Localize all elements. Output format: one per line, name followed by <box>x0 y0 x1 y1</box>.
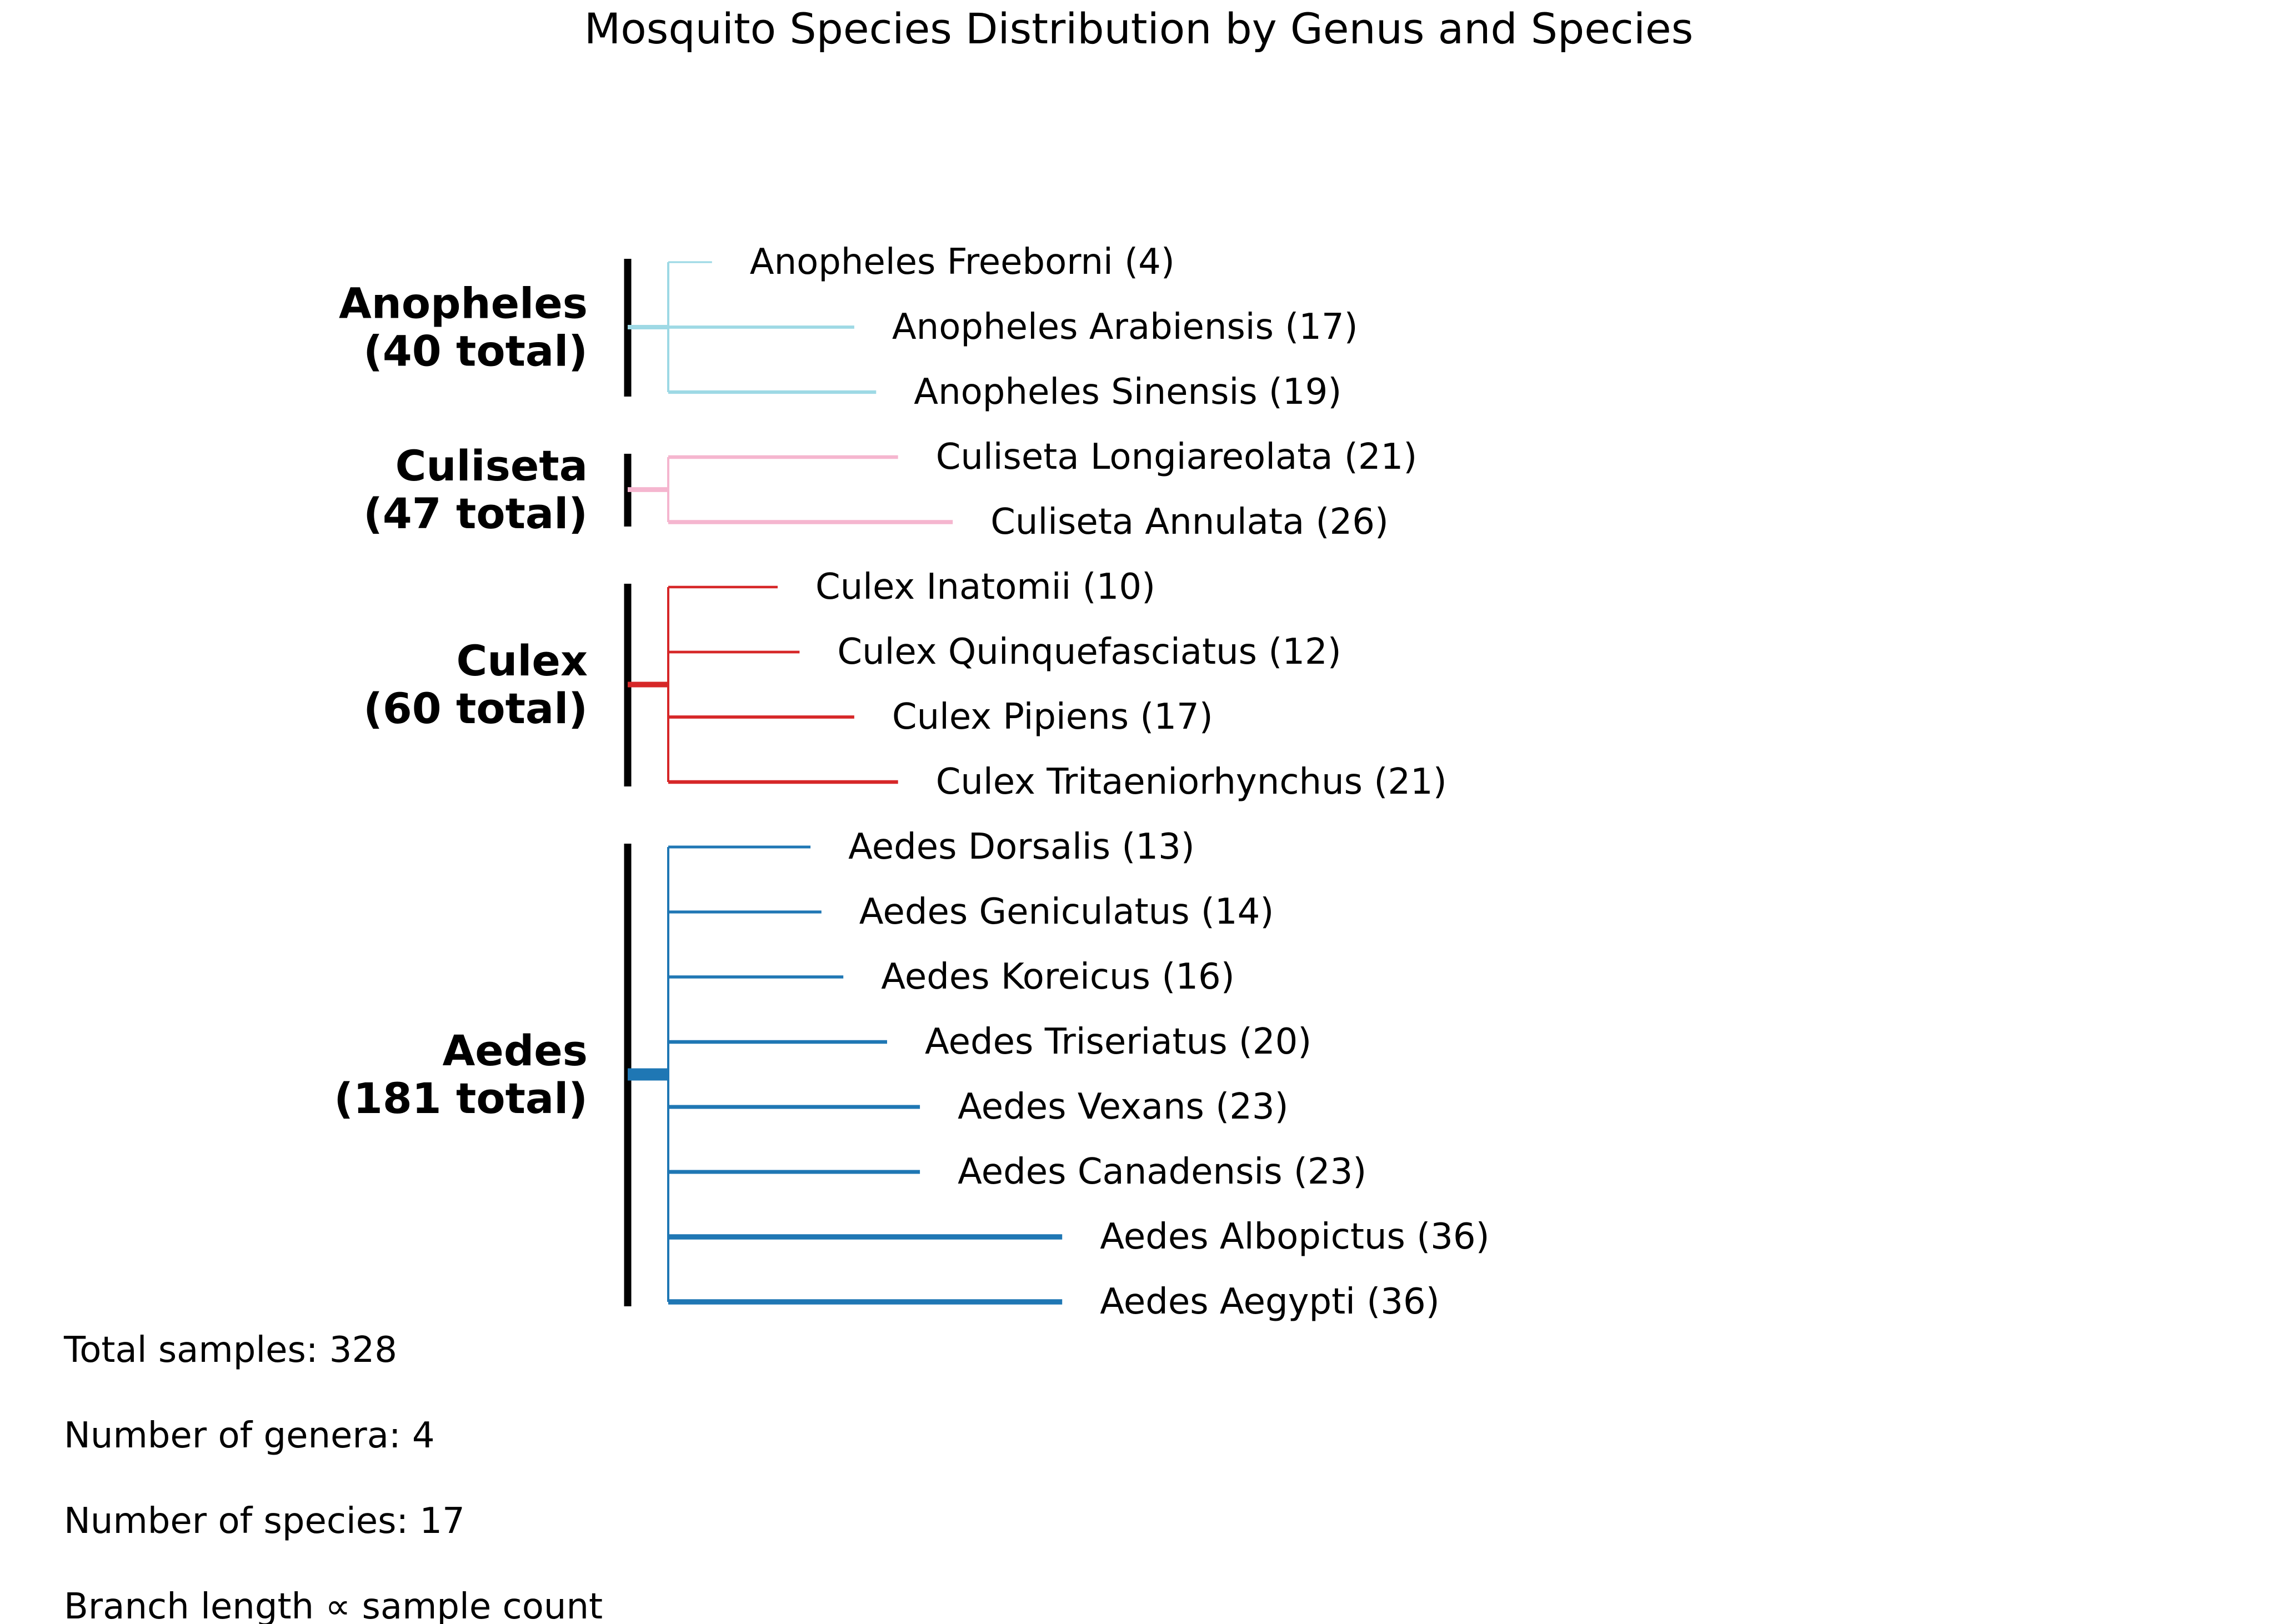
species-label: Culex Pipiens (17) <box>892 696 1213 738</box>
species-label: Anopheles Arabiensis (17) <box>892 307 1358 348</box>
genus-name-label: Aedes <box>442 1026 588 1075</box>
species-label: Culex Quinquefasciatus (12) <box>837 631 1341 673</box>
stats-line: Number of genera: 4 <box>64 1415 435 1456</box>
genus-name-label: Culex <box>457 636 588 685</box>
chart-title: Mosquito Species Distribution by Genus a… <box>584 4 1694 53</box>
species-label: Aedes Canadensis (23) <box>958 1151 1366 1192</box>
species-label: Aedes Triseriatus (20) <box>925 1021 1311 1062</box>
genus-name-label: Anopheles <box>339 279 588 328</box>
species-label: Culex Inatomii (10) <box>815 567 1155 608</box>
species-label: Culiseta Annulata (26) <box>990 502 1389 543</box>
genus-total-label: (60 total) <box>363 684 588 733</box>
stats-panel: Total samples: 328 Number of genera: 4 Num… <box>63 1330 603 1624</box>
stats-line: Branch length ∝ sample count <box>64 1586 603 1624</box>
species-label: Culiseta Longiareolata (21) <box>936 437 1418 478</box>
species-label: Aedes Aegypti (36) <box>1100 1281 1439 1322</box>
species-label: Aedes Vexans (23) <box>958 1086 1289 1127</box>
genus-name-label: Culiseta <box>395 441 588 490</box>
species-label: Aedes Albopictus (36) <box>1100 1216 1489 1257</box>
species-label: Aedes Geniculatus (14) <box>859 891 1274 933</box>
species-label: Aedes Dorsalis (13) <box>848 826 1195 868</box>
tree-layer: Anopheles Freeborni (4) Anopheles Arabien… <box>334 242 1489 1322</box>
species-label: Anopheles Sinensis (19) <box>914 372 1341 413</box>
stats-line: Total samples: 328 <box>63 1330 397 1371</box>
genus-total-label: (47 total) <box>363 489 588 538</box>
genus-total-label: (40 total) <box>363 327 588 376</box>
stats-line: Number of species: 17 <box>64 1501 465 1542</box>
genus-total-label: (181 total) <box>334 1074 588 1123</box>
species-label: Anopheles Freeborni (4) <box>750 242 1175 283</box>
species-label: Aedes Koreicus (16) <box>881 956 1235 998</box>
species-label: Culex Tritaeniorhynchus (21) <box>936 761 1447 803</box>
